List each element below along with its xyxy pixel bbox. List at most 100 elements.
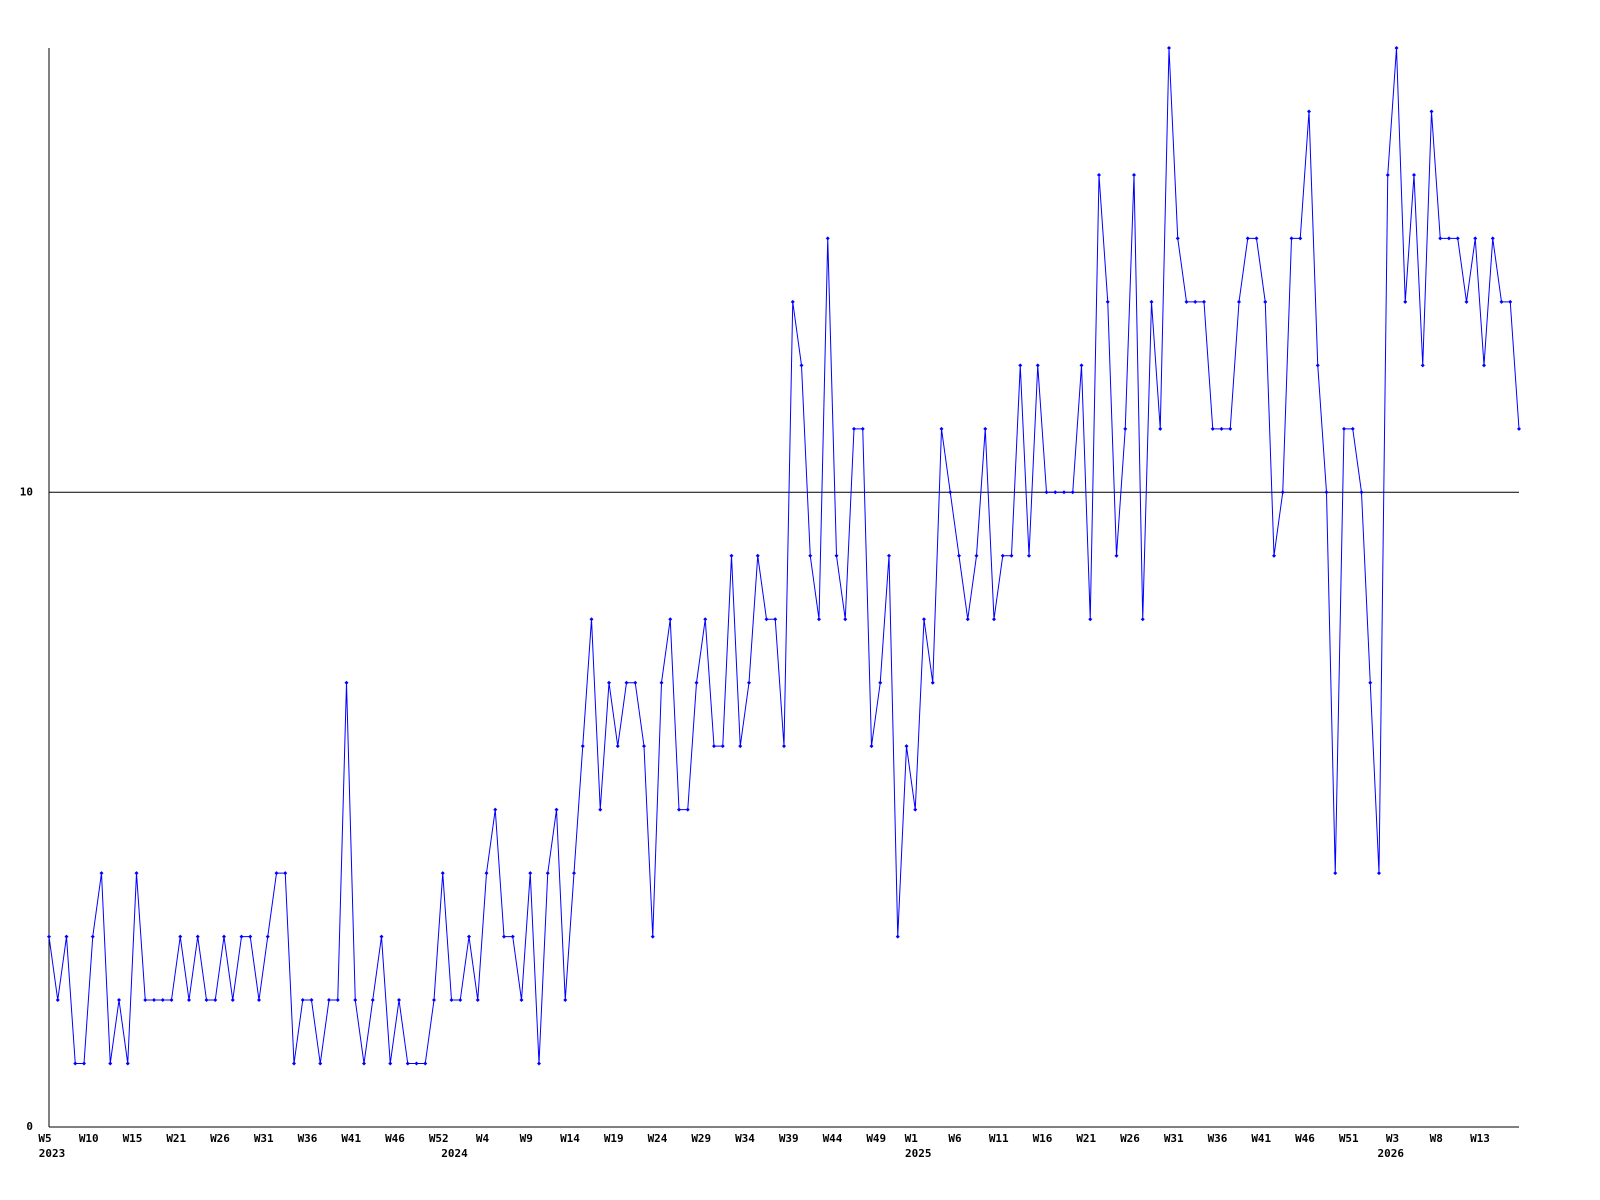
x-year-label: 2024	[441, 1147, 468, 1160]
data-point	[117, 998, 121, 1003]
data-point	[703, 617, 708, 622]
data-point	[379, 934, 384, 939]
data-point	[1097, 172, 1101, 177]
data-point	[309, 998, 314, 1003]
data-point	[1228, 426, 1233, 431]
data-point	[178, 934, 183, 939]
data-point	[852, 426, 856, 431]
data-point	[1070, 490, 1075, 495]
data-point	[694, 680, 699, 685]
data-point	[685, 807, 690, 812]
x-tick-label: W34	[735, 1132, 755, 1145]
data-point	[545, 871, 550, 876]
data-point	[1517, 426, 1521, 431]
data-point	[974, 553, 979, 558]
data-point	[773, 617, 778, 622]
data-point	[239, 934, 244, 939]
data-point	[895, 934, 900, 939]
data-point	[449, 998, 454, 1003]
data-point	[1342, 426, 1346, 431]
data-point	[650, 934, 655, 939]
data-point	[528, 871, 533, 876]
data-point	[720, 744, 725, 749]
data-point	[248, 934, 253, 939]
data-point	[230, 998, 235, 1003]
data-point	[1473, 236, 1478, 241]
data-point	[1333, 871, 1338, 876]
data-point	[1062, 490, 1066, 495]
data-point	[782, 744, 786, 749]
data-point	[1438, 236, 1443, 241]
data-point	[344, 680, 349, 685]
data-point	[1359, 490, 1364, 495]
data-point	[64, 934, 69, 939]
data-point	[1412, 172, 1416, 177]
data-point	[283, 871, 288, 876]
data-point	[90, 934, 95, 939]
data-point	[1298, 236, 1303, 241]
data-point	[335, 998, 340, 1003]
data-point	[108, 1061, 113, 1066]
data-point	[213, 998, 218, 1003]
data-point	[134, 871, 139, 876]
data-point	[1237, 299, 1241, 304]
data-point	[519, 998, 524, 1003]
x-tick-label: W21	[1076, 1132, 1096, 1145]
data-point	[274, 871, 279, 876]
data-point	[1027, 553, 1031, 558]
data-point	[860, 426, 865, 431]
data-point	[1219, 426, 1224, 431]
x-tick-label: W21	[166, 1132, 186, 1145]
data-point	[257, 998, 261, 1003]
data-point	[878, 680, 883, 685]
x-tick-label: W10	[79, 1132, 99, 1145]
x-tick-label: W41	[1251, 1132, 1271, 1145]
x-tick-label: W9	[520, 1132, 533, 1145]
x-tick-label: W24	[648, 1132, 668, 1145]
data-point	[1140, 617, 1145, 622]
x-tick-label: W4	[476, 1132, 490, 1145]
data-point	[475, 998, 480, 1003]
data-point	[677, 807, 681, 812]
data-point	[1263, 299, 1268, 304]
x-tick-label: W29	[691, 1132, 711, 1145]
data-point	[1394, 46, 1399, 50]
data-point	[983, 426, 988, 431]
data-point	[1132, 172, 1136, 177]
data-point	[204, 998, 209, 1003]
y-tick-label: 0	[26, 1120, 33, 1133]
data-point	[502, 934, 506, 939]
x-tick-label: W36	[1208, 1132, 1228, 1145]
data-point	[712, 744, 716, 749]
data-point	[1105, 299, 1110, 304]
data-point	[388, 1061, 393, 1066]
data-point	[939, 426, 944, 431]
data-point	[1088, 617, 1093, 622]
x-year-label: 2023	[39, 1147, 66, 1160]
data-point	[1508, 299, 1513, 304]
data-point	[642, 744, 646, 749]
data-point	[799, 363, 804, 368]
data-point	[922, 617, 926, 622]
data-point	[160, 998, 165, 1003]
data-point	[484, 871, 489, 876]
data-point	[1149, 299, 1154, 304]
data-point	[1000, 553, 1005, 558]
data-point	[948, 490, 953, 495]
data-point	[659, 680, 664, 685]
x-tick-label: W8	[1430, 1132, 1443, 1145]
data-point	[467, 934, 471, 939]
data-point	[930, 680, 935, 685]
data-point	[537, 1061, 541, 1066]
data-point	[1447, 236, 1451, 241]
data-point	[1403, 299, 1408, 304]
data-point	[607, 680, 611, 685]
data-point	[1193, 299, 1198, 304]
x-tick-label: W26	[1120, 1132, 1140, 1145]
data-point	[222, 934, 226, 939]
data-point	[47, 934, 51, 939]
data-point	[265, 934, 270, 939]
data-point	[572, 871, 576, 876]
data-point	[817, 617, 821, 622]
